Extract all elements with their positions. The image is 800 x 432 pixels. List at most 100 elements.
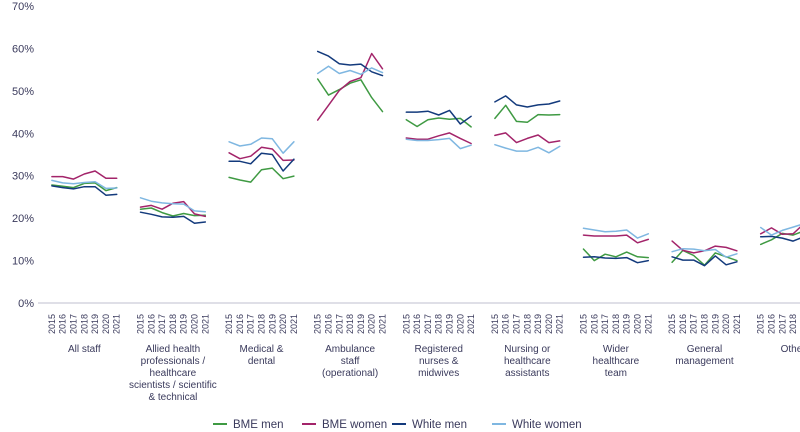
x-tick-label: 2016 <box>235 314 245 334</box>
category-label: Medical & <box>240 344 284 355</box>
x-tick-label: 2018 <box>522 314 532 334</box>
category-group: 2015 2016 2017 2018 2019 2020 2021Ambulancesta… <box>313 50 388 379</box>
x-tick-label: 2020 <box>367 314 377 334</box>
y-tick-label: 20% <box>12 213 34 225</box>
x-tick-label: 2019 <box>356 314 366 334</box>
series-line <box>494 132 561 144</box>
category-label: Nursing or <box>504 344 551 355</box>
category-label: nurses & <box>419 356 459 367</box>
category-label: healthcare <box>504 356 551 367</box>
x-tick-label: 2017 <box>512 314 522 334</box>
category-label: General <box>687 344 723 355</box>
y-tick-label: 30% <box>12 171 34 183</box>
x-tick-label: 2020 <box>455 314 465 334</box>
category-group: 2015 2016 2017 2018 2019 2020 2021 Nursing orhe… <box>490 95 565 379</box>
x-tick-label: 2021 <box>555 314 565 334</box>
series-line <box>759 224 800 236</box>
series-line <box>51 179 118 190</box>
series-line <box>759 226 800 236</box>
y-tick-label: 50% <box>12 86 34 98</box>
series-line <box>759 231 800 246</box>
x-tick-label: 2021 <box>200 314 210 334</box>
category-label: All staff <box>68 344 101 355</box>
series-line <box>671 255 738 267</box>
series-line <box>494 95 561 108</box>
x-tick-label: 2016 <box>324 314 334 334</box>
x-tick-label: 2018 <box>257 314 267 334</box>
x-tick-label: 2018 <box>700 314 710 334</box>
legend-item: White men <box>392 419 467 431</box>
x-tick-label: 2020 <box>101 314 111 334</box>
category-group: 2015 2016 2017 2018 2019 2020 2021Registerednu… <box>401 109 476 379</box>
series-line <box>228 152 295 172</box>
x-tick-label: 2017 <box>246 314 256 334</box>
series-line <box>51 170 118 180</box>
legend: BME men BME women White men White women <box>213 419 582 431</box>
x-tick-label: 2015 <box>667 314 677 334</box>
series-line <box>51 185 118 196</box>
x-tick-label: 2020 <box>633 314 643 334</box>
series-line <box>494 143 561 154</box>
x-tick-label: 2020 <box>278 314 288 334</box>
x-tick-label: 2016 <box>589 314 599 334</box>
x-tick-label: 2016 <box>678 314 688 334</box>
x-tick-label: 2016 <box>412 314 422 334</box>
x-tick-label: 2018 <box>788 314 798 334</box>
category-label: scientists / scientific <box>129 380 217 391</box>
category-group: 2015 2016 2017 2018 2019 2020 2021 Generalmanag… <box>667 240 742 367</box>
x-tick-label: 2021 <box>289 314 299 334</box>
category-label: & technical <box>148 392 197 403</box>
series-line <box>582 248 650 262</box>
series-line <box>405 109 472 125</box>
category-label: staff <box>341 356 360 367</box>
x-tick-label: 2018 <box>434 314 444 334</box>
x-tick-label: 2020 <box>721 314 731 334</box>
x-tick-label: 2016 <box>501 314 511 334</box>
x-tick-label: 2021 <box>466 314 476 334</box>
x-tick-label: 2017 <box>777 314 787 334</box>
legend-label: White women <box>512 419 582 431</box>
series-line <box>405 132 472 145</box>
series-line <box>582 227 650 239</box>
category-label: Other <box>781 344 800 355</box>
series-line <box>139 211 207 224</box>
x-tick-label: 2019 <box>445 314 455 334</box>
series-line <box>228 167 295 183</box>
series-line <box>316 50 384 77</box>
x-tick-label: 2021 <box>112 314 122 334</box>
series-line <box>582 256 650 264</box>
x-tick-label: 2015 <box>756 314 766 334</box>
x-tick-label: 2019 <box>533 314 543 334</box>
x-tick-label: 2021 <box>732 314 742 334</box>
category-label: Wider <box>603 344 630 355</box>
series-line <box>759 235 800 242</box>
category-label: dental <box>248 356 275 367</box>
x-tick-label: 2016 <box>767 314 777 334</box>
x-tick-label: 2015 <box>401 314 411 334</box>
series-line <box>139 207 207 217</box>
legend-item: BME men <box>213 419 284 431</box>
x-tick-label: 2017 <box>423 314 433 334</box>
series-line <box>494 104 561 124</box>
y-tick-label: 10% <box>12 256 34 268</box>
x-tick-label: 2019 <box>622 314 632 334</box>
category-label: Registered <box>415 344 463 355</box>
category-label: Ambulance <box>325 344 375 355</box>
x-tick-label: 2020 <box>544 314 554 334</box>
x-tick-label: 2020 <box>190 314 200 334</box>
x-tick-label: 2017 <box>600 314 610 334</box>
legend-label: BME women <box>322 419 387 431</box>
category-label: assistants <box>505 368 549 379</box>
x-tick-label: 2015 <box>47 314 57 334</box>
x-tick-label: 2016 <box>146 314 156 334</box>
category-label: (operational) <box>322 368 378 379</box>
legend-label: White men <box>412 419 467 431</box>
legend-label: BME men <box>233 419 284 431</box>
series-line <box>228 137 295 154</box>
category-label: professionals / <box>141 356 206 367</box>
series-line <box>405 137 472 150</box>
x-tick-label: 2018 <box>79 314 89 334</box>
y-tick-label: 70% <box>12 1 34 13</box>
